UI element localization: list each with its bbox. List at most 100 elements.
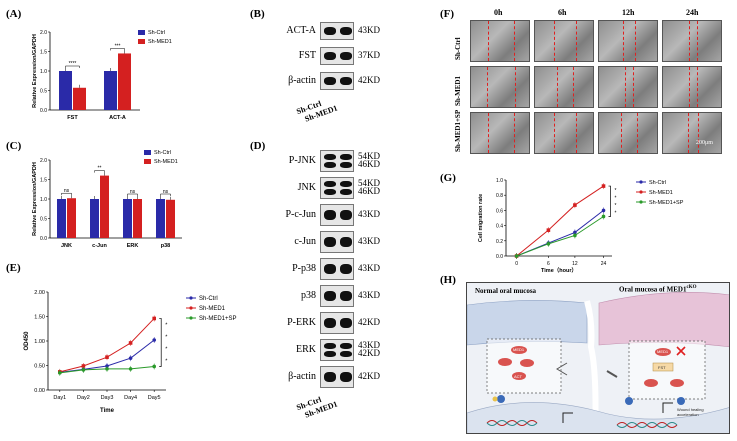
y-tick-label: 2.0 (40, 158, 47, 164)
wound-micrograph (598, 66, 658, 108)
blot-band (324, 161, 336, 168)
x-tick-label: 12 (572, 261, 578, 267)
wound-edge-line (697, 21, 698, 61)
blot-protein-label: ACT-A (286, 25, 316, 36)
legend-marker (639, 190, 643, 194)
blot-kd-label: 43KD (358, 263, 380, 273)
blot-kd-label: 37KD (358, 50, 380, 60)
wound-edge-line (487, 67, 489, 107)
bar (57, 199, 66, 238)
bar (118, 53, 131, 110)
y-tick-label: 0.50 (34, 364, 45, 370)
wound-edge-line (689, 67, 690, 107)
bar (67, 198, 76, 238)
blot-band (324, 350, 336, 357)
y-tick-label: 1.00 (34, 339, 45, 345)
bar (166, 199, 175, 238)
significance-label: **** (69, 61, 77, 67)
blot-protein-label: c-Jun (294, 236, 316, 247)
y-axis-label: Relative Expression/GAPDH (32, 34, 38, 108)
blot-band (324, 77, 336, 85)
wound-row-label: Sh-Ctrl (454, 37, 462, 60)
blot-strip (320, 285, 354, 307)
scale-bar-label: 200μm (696, 140, 713, 146)
blot-kd-label: 42KD (358, 75, 380, 85)
legend-label: Sh-MED1 (148, 39, 172, 45)
y-axis-label: OD450 (24, 331, 30, 351)
y-tick-label: 2.0 (40, 30, 47, 36)
blot-strip (320, 339, 354, 361)
wound-micrograph (534, 66, 594, 108)
y-tick-label: 1.0 (40, 197, 47, 203)
panel-label-e: (E) (6, 262, 21, 274)
significance-label: * (165, 346, 168, 352)
series-line (516, 210, 604, 257)
wound-micrograph (662, 66, 722, 108)
schematic-wound-text: Wound healing acceleration (677, 407, 704, 417)
blot-band (340, 291, 352, 301)
blot-band (340, 237, 352, 247)
x-tick-label: Day5 (148, 395, 161, 401)
legend-label: Sh-MED1+SP (649, 200, 684, 206)
blot-protein-label: FST (298, 50, 316, 61)
bar (90, 199, 99, 238)
legend-swatch (144, 159, 151, 164)
blot-protein-label: β-actin (288, 371, 316, 382)
wound-edge-line (625, 67, 626, 107)
blot-kd-label: 43KD (358, 236, 380, 246)
blot-band (324, 181, 336, 188)
schematic-fst: FST (658, 365, 666, 370)
bar (59, 71, 72, 110)
blot-protein-label: P-c-Jun (285, 209, 316, 220)
data-point (128, 367, 133, 371)
blot-kd-label: 46KD (358, 185, 380, 196)
significance-label: ns (130, 189, 136, 195)
blot-band (324, 372, 336, 382)
y-tick-label: 1.0 (496, 178, 503, 184)
blot-band (324, 27, 336, 35)
y-tick-label: 0.5 (40, 217, 47, 223)
x-tick-label: Day4 (124, 395, 137, 401)
blot-band (324, 318, 336, 328)
panel-label-d: (D) (250, 140, 266, 152)
wound-edge-line (575, 113, 577, 153)
schematic-drawing (467, 292, 729, 433)
blot-strip (320, 366, 354, 388)
y-tick-label: 0.4 (496, 224, 503, 230)
blot-band (340, 350, 352, 357)
legend-marker (189, 316, 193, 320)
legend-label: Sh-MED1 (154, 159, 178, 165)
blot-strip (320, 22, 354, 40)
y-tick-label: 0.5 (40, 89, 47, 95)
data-point (601, 214, 606, 219)
schematic-right-title: Oral mucosa of MED1cKO (619, 285, 697, 294)
panel-label-f: (F) (440, 8, 455, 20)
wound-micrograph (662, 20, 722, 62)
wound-edge-line (633, 67, 634, 107)
significance-label: ** (98, 166, 102, 172)
significance-label: * (615, 195, 617, 201)
series-line (516, 185, 604, 257)
wound-edge-line (689, 21, 690, 61)
blot-band (324, 237, 336, 247)
x-tick-label: FST (67, 115, 78, 121)
legend-label: Sh-MED1 (649, 190, 673, 196)
blot-strip (320, 312, 354, 334)
wound-edge-line (697, 67, 698, 107)
x-axis-label: Time (100, 408, 115, 414)
blot-band (340, 52, 352, 60)
x-tick-label: ERK (127, 243, 139, 249)
data-point (546, 242, 551, 246)
blot-band (340, 27, 352, 35)
wound-edge-line (488, 21, 489, 61)
blot-kd-label: 42KD (358, 317, 380, 327)
wound-row-label: Sh-MED1 (454, 76, 462, 106)
legend-label: Sh-MED1 (199, 306, 226, 312)
blot-kd-label: 46KD (358, 158, 380, 169)
data-point (105, 367, 109, 371)
significance-label: * (165, 322, 168, 328)
data-point (573, 203, 577, 207)
data-point (105, 355, 109, 359)
